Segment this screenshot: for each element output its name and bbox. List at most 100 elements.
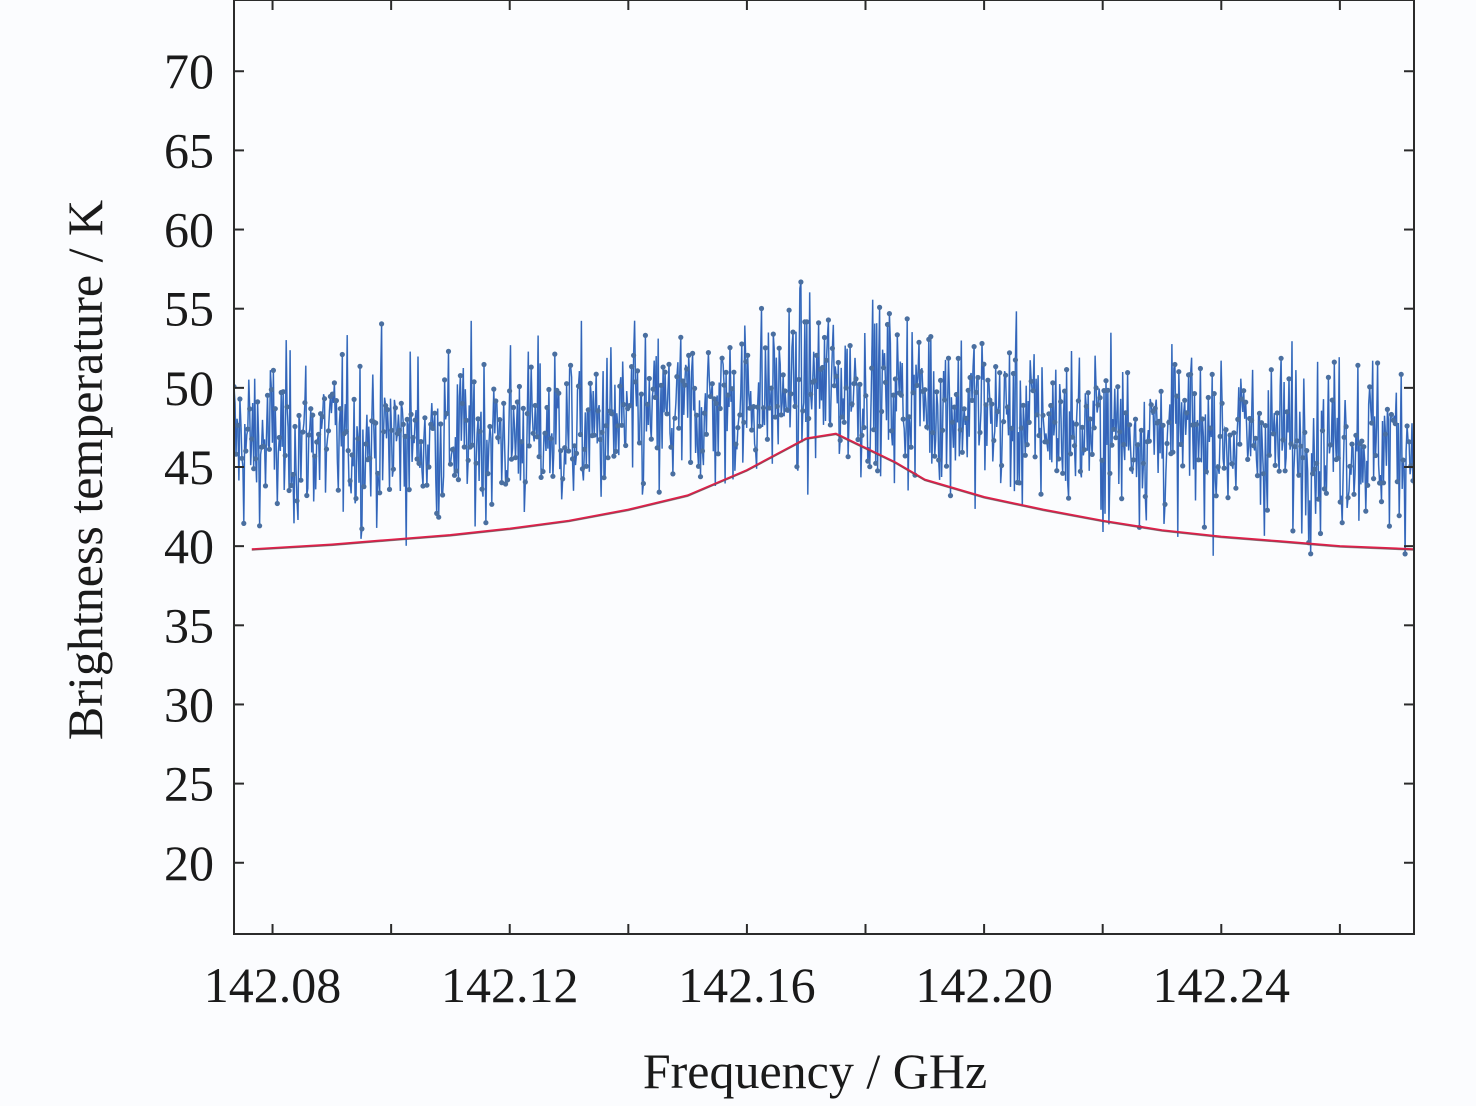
measurement-point <box>910 390 916 396</box>
measurement-point <box>979 340 985 347</box>
measurement-point <box>660 364 666 370</box>
measurement-point <box>581 446 588 452</box>
measurement-point <box>904 316 910 322</box>
measurement-point <box>1339 520 1345 526</box>
y-tick-label: 45 <box>164 439 214 495</box>
measurement-point <box>1323 490 1329 496</box>
measurement-point <box>619 422 625 428</box>
measurement-point <box>302 400 308 406</box>
measurement-point <box>1315 496 1322 502</box>
measurement-point <box>489 501 495 507</box>
measurement-point <box>1127 422 1133 428</box>
measurement-point <box>1044 439 1050 445</box>
measurement-point <box>737 412 743 418</box>
measurement-point <box>249 436 255 442</box>
measurement-point <box>632 379 639 385</box>
measurement-point <box>510 404 517 411</box>
y-tick-label: 70 <box>164 43 214 99</box>
measurement-point <box>764 436 771 442</box>
measurement-point <box>1382 431 1389 437</box>
measurement-point <box>1335 455 1341 461</box>
tick-labels-layer: 20 25 30 35 40 45 50 55 60 65 70 142.08 142.12 142.16… <box>164 43 1290 1013</box>
measurement-point <box>1343 424 1349 430</box>
measurement-point <box>851 381 857 387</box>
measurement-point <box>1101 388 1107 394</box>
measurement-point <box>1292 444 1298 450</box>
measurement-point <box>436 514 442 520</box>
measurement-point <box>361 484 367 490</box>
y-tick-label: 25 <box>164 756 214 812</box>
measurement-point <box>400 421 406 427</box>
measurement-point <box>1107 470 1113 476</box>
measurement-point <box>1245 456 1251 462</box>
measurement-point <box>1160 422 1166 428</box>
measurement-point <box>1243 399 1249 405</box>
measurement-point <box>306 432 312 438</box>
measurement-point <box>587 380 593 386</box>
measurement-point <box>725 392 731 398</box>
measurement-point <box>276 434 282 441</box>
measurement-point <box>1097 395 1103 401</box>
measurement-point <box>918 369 924 375</box>
measurement-point <box>676 425 682 431</box>
measurement-point <box>1280 437 1286 443</box>
measurement-point <box>573 450 580 456</box>
measurement-point <box>1130 457 1137 463</box>
measurement-point <box>1274 410 1280 416</box>
measurement-point <box>1073 421 1079 427</box>
measurement-point <box>1028 378 1034 384</box>
measurement-point <box>1369 420 1375 426</box>
measurement-point <box>847 343 853 349</box>
measurement-point <box>957 427 963 433</box>
measurement-point <box>751 404 757 410</box>
measurement-point <box>1123 410 1129 416</box>
measurement-point <box>560 476 566 482</box>
measurement-point <box>1191 391 1198 397</box>
plot-area: 20 25 30 35 40 45 50 55 60 65 70 142.08 142.12 142.16… <box>164 0 1415 1013</box>
measurement-point <box>406 487 412 493</box>
measurement-point <box>1253 435 1259 441</box>
measurement-point <box>770 331 776 337</box>
measurement-point <box>333 398 339 404</box>
measurement-point <box>1113 435 1119 441</box>
measurement-point <box>507 388 513 394</box>
measurement-point <box>1384 406 1390 412</box>
series-layer <box>234 279 1414 557</box>
measurement-point <box>1203 469 1209 475</box>
measurement-point <box>1056 456 1062 462</box>
measurement-point <box>707 393 713 399</box>
measurement-point <box>345 448 351 454</box>
measurement-point <box>1146 438 1152 444</box>
model-line-shadow <box>251 434 1414 551</box>
measurement-point <box>290 471 296 478</box>
measurement-point <box>684 366 690 372</box>
measurement-point <box>654 445 660 451</box>
measurement-point <box>1282 468 1288 474</box>
measurement-point <box>386 486 393 492</box>
measurement-point <box>420 483 426 489</box>
measurement-point <box>424 482 430 488</box>
measurement-point <box>701 410 708 416</box>
measurement-point <box>648 436 654 442</box>
measurement-point <box>786 307 792 313</box>
measurement-point <box>536 454 542 460</box>
measurement-point <box>855 436 861 443</box>
measurement-point <box>932 453 938 459</box>
measurement-point <box>1251 443 1257 449</box>
measurement-point <box>819 364 826 371</box>
measurement-point <box>274 500 280 507</box>
measurement-point <box>1016 480 1023 486</box>
measurement-point <box>1317 530 1324 537</box>
measurement-point <box>942 397 948 403</box>
measurement-point <box>664 411 670 417</box>
measurement-point <box>321 396 328 402</box>
measurement-point <box>1359 438 1365 444</box>
measurement-point <box>1180 463 1186 469</box>
measurement-point <box>965 387 971 393</box>
measurement-point <box>662 369 668 375</box>
measurement-point <box>320 414 326 420</box>
measurement-point <box>262 483 269 489</box>
measurement-point <box>816 320 822 326</box>
measurement-point <box>1142 493 1148 500</box>
